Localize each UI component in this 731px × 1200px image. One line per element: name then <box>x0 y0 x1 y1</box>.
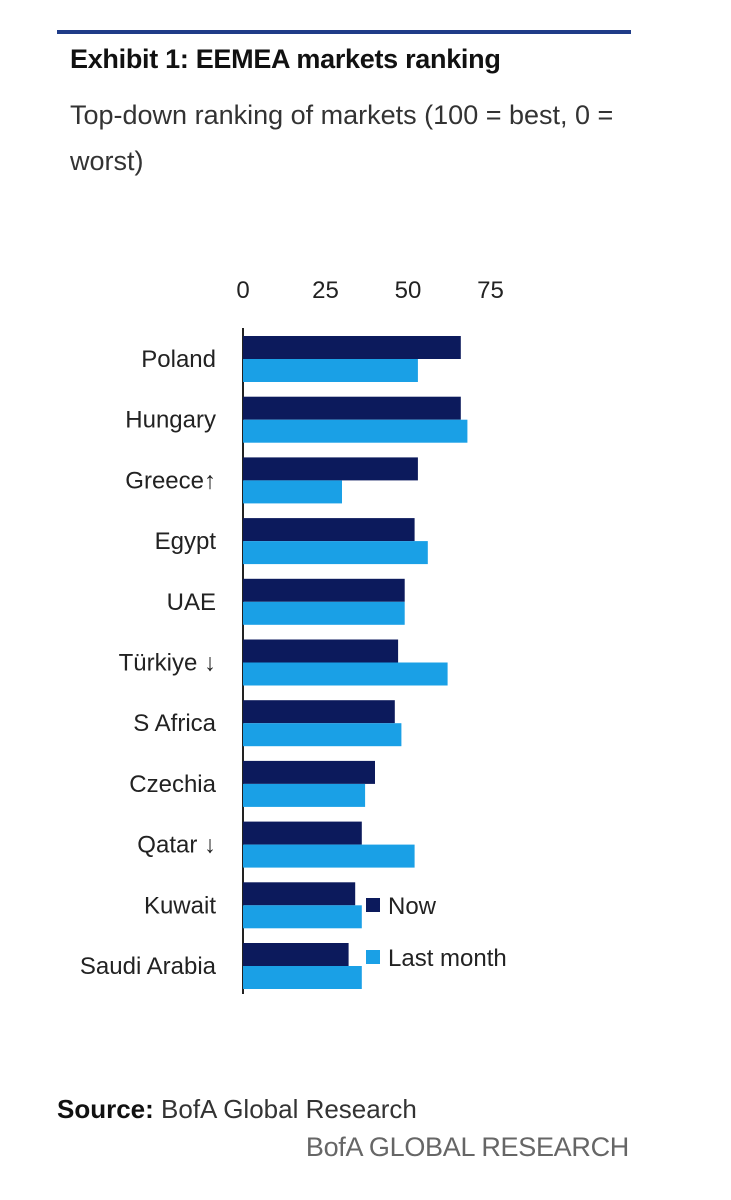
x-tick-label: 25 <box>312 277 339 304</box>
bar-last-month <box>243 783 366 807</box>
category-label: Greece↑ <box>125 467 216 494</box>
bar-now <box>243 639 399 663</box>
bar-last-month <box>243 541 428 565</box>
category-label: Kuwait <box>144 892 216 919</box>
category-label: Hungary <box>125 407 216 434</box>
category-label: Türkiye ↓ <box>119 650 216 677</box>
bar-last-month <box>243 480 342 504</box>
category-label: Czechia <box>129 771 216 798</box>
bar-last-month <box>243 359 418 382</box>
bar-now <box>243 457 418 481</box>
bar-now <box>243 578 405 602</box>
category-label: Qatar ↓ <box>137 832 216 859</box>
category-label: Saudi Arabia <box>80 953 217 980</box>
exhibit-title: Exhibit 1: EEMEA markets ranking <box>70 44 501 74</box>
bar-now <box>243 760 375 784</box>
bar-now <box>243 700 395 724</box>
bar-now <box>243 882 356 906</box>
bar-last-month <box>243 419 468 443</box>
bar-now <box>243 396 461 420</box>
x-tick-label: 75 <box>477 277 504 304</box>
legend-swatch-last-month <box>366 950 380 964</box>
category-label: S Africa <box>133 710 216 737</box>
category-label: Egypt <box>155 528 217 555</box>
exhibit-subtitle: Top-down ranking of markets (100 = best,… <box>70 100 614 176</box>
bar-last-month <box>243 601 405 625</box>
bar-now <box>243 943 349 966</box>
source-text: BofA Global Research <box>153 1094 417 1124</box>
top-rule <box>57 30 631 34</box>
bar-last-month <box>243 723 402 747</box>
category-label: UAE <box>167 589 216 616</box>
legend-label-last-month: Last month <box>388 945 507 972</box>
bar-last-month <box>243 905 362 929</box>
bar-last-month <box>243 662 448 686</box>
footer-brand: BofA GLOBAL RESEARCH <box>305 1132 629 1162</box>
source-note: Source: BofA Global Research <box>57 1094 417 1125</box>
legend-swatch-now <box>366 898 380 912</box>
bar-last-month <box>243 844 415 868</box>
category-label: Poland <box>141 346 216 373</box>
x-tick-label: 0 <box>236 277 249 304</box>
bar-now <box>243 821 362 845</box>
bar-chart: 0 25 50 75 Poland Hungary Greece↑ Egypt UAE Türki… <box>80 277 507 994</box>
legend-label-now: Now <box>388 893 437 920</box>
source-label: Source: <box>57 1094 154 1124</box>
x-tick-label: 50 <box>395 277 422 304</box>
bar-now <box>243 336 461 359</box>
bar-now <box>243 518 415 542</box>
bar-last-month <box>243 966 362 989</box>
